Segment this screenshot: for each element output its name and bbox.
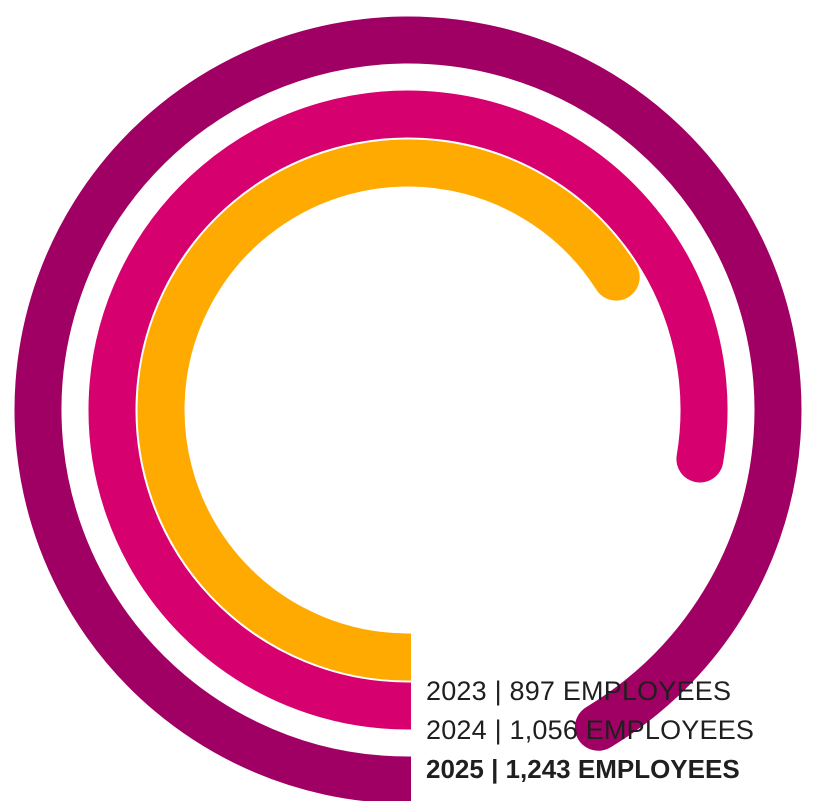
radial-bar-2025 [14, 16, 802, 801]
radial-bar-2024 [88, 90, 728, 730]
ring-start-mask-2024 [411, 682, 471, 730]
legend-entry-2025: 2025 | 1,243 EMPLOYEES [426, 754, 740, 784]
legend: 2023 | 897 EMPLOYEES 2024 | 1,056 EMPLOY… [426, 672, 831, 789]
legend-entry-2024: 2024 | 1,056 EMPLOYEES [426, 715, 755, 745]
ring-start-mask-2025 [411, 756, 471, 801]
radial-bar-2023 [137, 139, 640, 681]
legend-entry-2023: 2023 | 897 EMPLOYEES [426, 676, 732, 706]
ring-start-mask-2023 [411, 633, 471, 681]
